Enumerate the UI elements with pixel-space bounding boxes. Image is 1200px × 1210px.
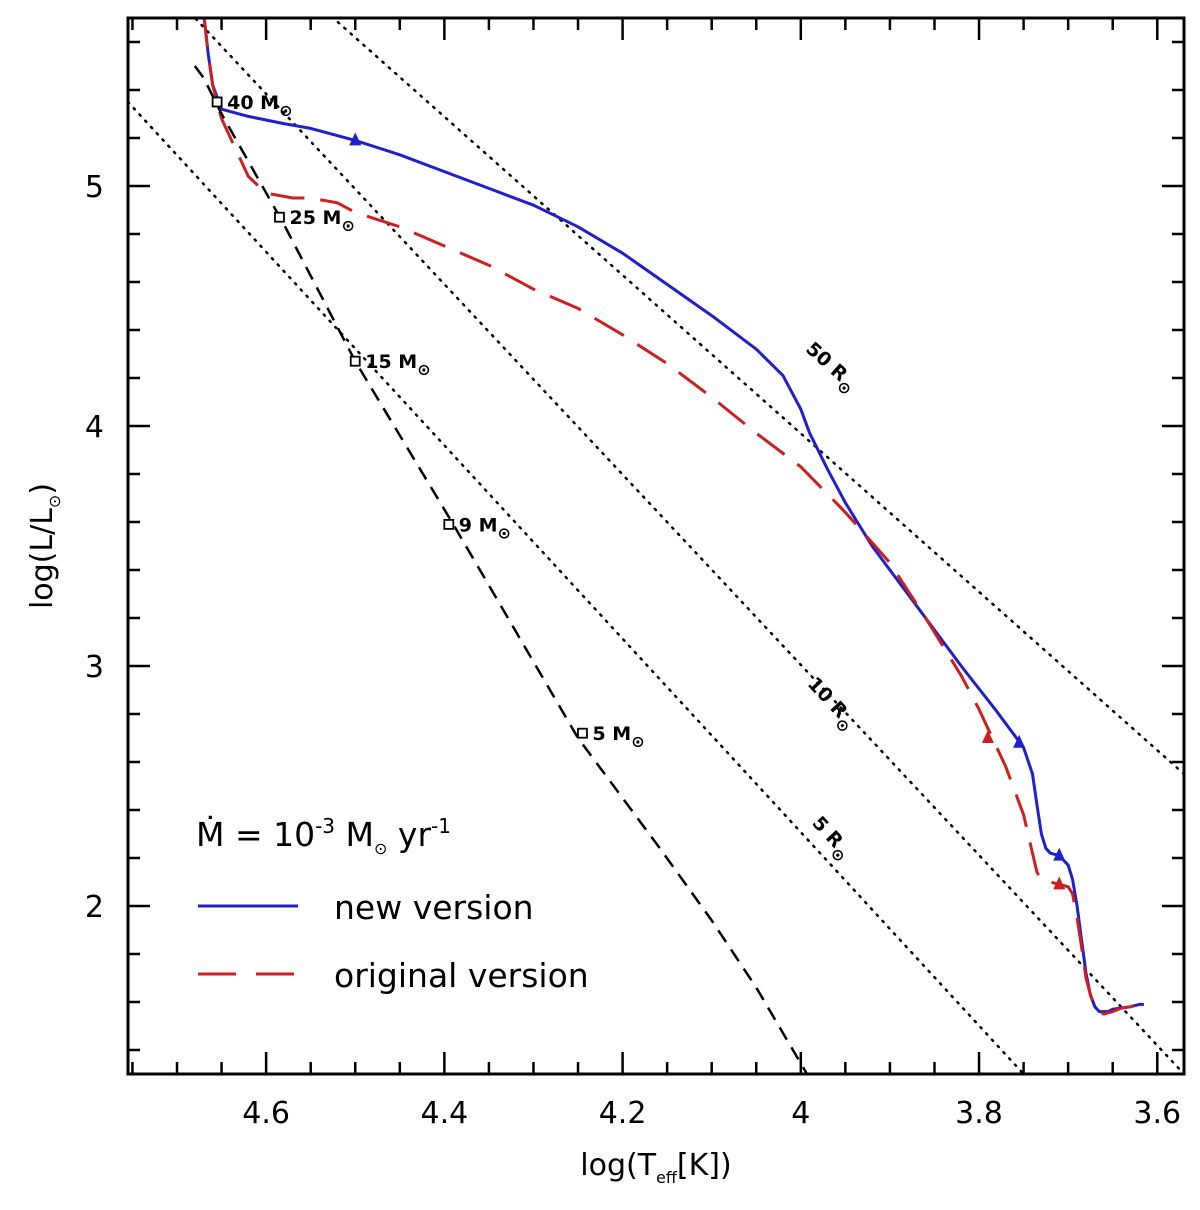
legend-label-new-version: new version: [334, 888, 534, 927]
x-tick-label: 4.4: [420, 1096, 468, 1131]
y-tick-label: 2: [85, 890, 104, 925]
mass-marker-square: [211, 96, 223, 108]
mass-marker-square: [443, 519, 455, 530]
plot-frame: [126, 16, 1186, 1076]
legend-title: Ṁ = 10-3 M⊙ yr-1: [196, 814, 451, 858]
mass-marker-label: 40 M⊙: [227, 92, 292, 120]
x-tick-label: 3.6: [1133, 1096, 1181, 1131]
plot-area: [128, 18, 1184, 1074]
track-arrow-new-version-0: [349, 132, 362, 146]
x-tick-label: 3.8: [955, 1096, 1003, 1131]
track-arrow-original-version-3: [981, 730, 994, 743]
legend: Ṁ = 10-3 M⊙ yr-1 new version original ve…: [196, 814, 589, 995]
y-tick-label: 5: [85, 170, 104, 205]
track-arrow-new-version-1: [1013, 734, 1026, 748]
mass-marker-square: [274, 211, 285, 223]
mass-marker-label: 9 M⊙: [459, 514, 511, 542]
iso-radius-line-5-rsun: [128, 100, 1025, 1074]
track-arrow-original-version-4: [1053, 876, 1066, 890]
x-tick-label: 4.2: [599, 1096, 647, 1131]
y-tick-label: 3: [85, 650, 104, 685]
mass-marker-square: [577, 727, 588, 739]
y-tick-label: 4: [85, 410, 104, 445]
iso-radius-line-10-rsun: [193, 18, 1184, 1074]
x-tick-label: 4: [791, 1096, 810, 1131]
mass-marker-label: 5 M⊙: [592, 723, 644, 751]
mass-marker-label: 15 M⊙: [365, 351, 430, 379]
legend-label-original-version: original version: [334, 956, 589, 995]
mass-marker-label: 25 M⊙: [289, 207, 354, 235]
iso-radius-line-50-rsun: [331, 18, 1184, 776]
mass-marker-square: [349, 355, 361, 367]
x-tick-label: 4.6: [242, 1096, 290, 1131]
track-arrow-new-version-2: [1053, 847, 1066, 861]
y-axis-label: log(L/L⊙): [25, 483, 64, 609]
x-axis-label: log(Teff[K]): [580, 1148, 731, 1187]
series-line-original-version: [202, 18, 1144, 1016]
